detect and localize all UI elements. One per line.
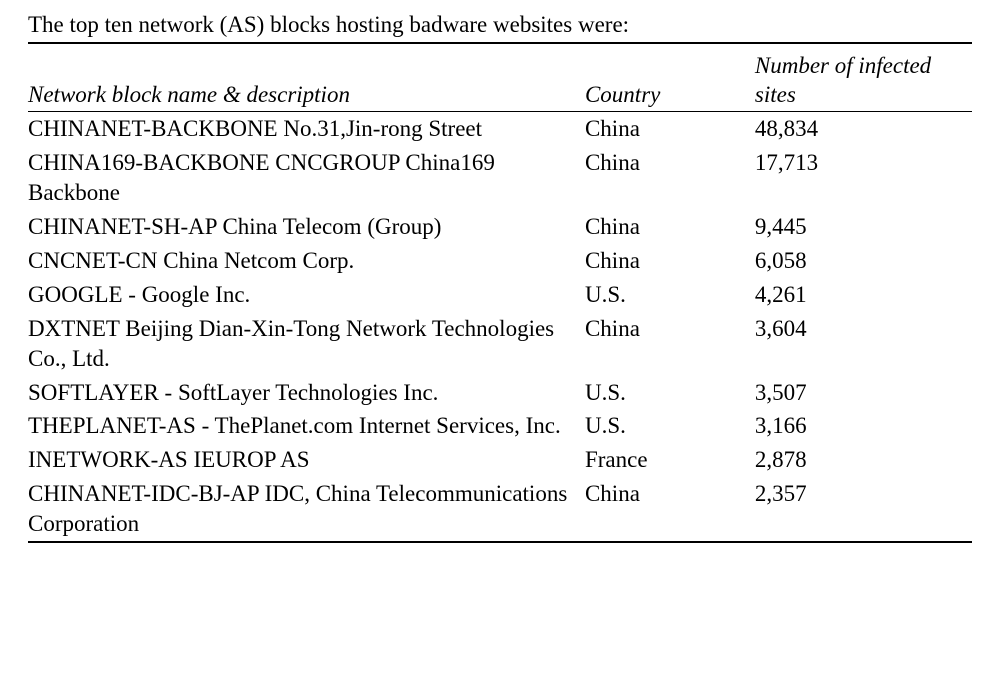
table-row: CHINANET-SH-AP China Telecom (Group)Chin… [28, 210, 972, 244]
cell-country: China [585, 312, 755, 376]
cell-count: 3,166 [755, 409, 972, 443]
cell-name: DXTNET Beijing Dian-Xin-Tong Network Tec… [28, 312, 585, 376]
table-row: CNCNET-CN China Netcom Corp.China6,058 [28, 244, 972, 278]
cell-name: CHINA169-BACKBONE CNCGROUP China169 Back… [28, 146, 585, 210]
table-row: DXTNET Beijing Dian-Xin-Tong Network Tec… [28, 312, 972, 376]
table-header-row: Network block name & description Country… [28, 46, 972, 112]
cell-count: 3,507 [755, 376, 972, 410]
table-row: SOFTLAYER - SoftLayer Technologies Inc.U… [28, 376, 972, 410]
cell-count: 9,445 [755, 210, 972, 244]
cell-count: 2,878 [755, 443, 972, 477]
cell-name: CHINANET-IDC-BJ-AP IDC, China Telecommun… [28, 477, 585, 542]
cell-count: 2,357 [755, 477, 972, 542]
cell-country: U.S. [585, 278, 755, 312]
cell-count: 4,261 [755, 278, 972, 312]
table-row: CHINANET-IDC-BJ-AP IDC, China Telecommun… [28, 477, 972, 542]
col-header-name: Network block name & description [28, 46, 585, 112]
cell-country: China [585, 477, 755, 542]
cell-country: France [585, 443, 755, 477]
table-figure: The top ten network (AS) blocks hosting … [0, 0, 1000, 675]
col-header-count: Number of infected sites [755, 46, 972, 112]
cell-count: 17,713 [755, 146, 972, 210]
cell-country: U.S. [585, 409, 755, 443]
cell-name: THEPLANET-AS - ThePlanet.com Internet Se… [28, 409, 585, 443]
table-row: CHINANET-BACKBONE No.31,Jin-rong StreetC… [28, 112, 972, 146]
cell-name: CHINANET-BACKBONE No.31,Jin-rong Street [28, 112, 585, 146]
cell-count: 6,058 [755, 244, 972, 278]
network-blocks-table: Network block name & description Country… [28, 46, 972, 543]
table-body: CHINANET-BACKBONE No.31,Jin-rong StreetC… [28, 112, 972, 542]
cell-count: 3,604 [755, 312, 972, 376]
cell-country: China [585, 244, 755, 278]
col-header-country: Country [585, 46, 755, 112]
table-row: THEPLANET-AS - ThePlanet.com Internet Se… [28, 409, 972, 443]
cell-count: 48,834 [755, 112, 972, 146]
cell-country: U.S. [585, 376, 755, 410]
cell-country: China [585, 210, 755, 244]
table-caption: The top ten network (AS) blocks hosting … [28, 10, 972, 44]
cell-name: SOFTLAYER - SoftLayer Technologies Inc. [28, 376, 585, 410]
table-row: INETWORK-AS IEUROP ASFrance2,878 [28, 443, 972, 477]
cell-name: INETWORK-AS IEUROP AS [28, 443, 585, 477]
table-row: CHINA169-BACKBONE CNCGROUP China169 Back… [28, 146, 972, 210]
cell-country: China [585, 146, 755, 210]
cell-name: CHINANET-SH-AP China Telecom (Group) [28, 210, 585, 244]
cell-name: GOOGLE - Google Inc. [28, 278, 585, 312]
table-row: GOOGLE - Google Inc.U.S.4,261 [28, 278, 972, 312]
cell-country: China [585, 112, 755, 146]
cell-name: CNCNET-CN China Netcom Corp. [28, 244, 585, 278]
